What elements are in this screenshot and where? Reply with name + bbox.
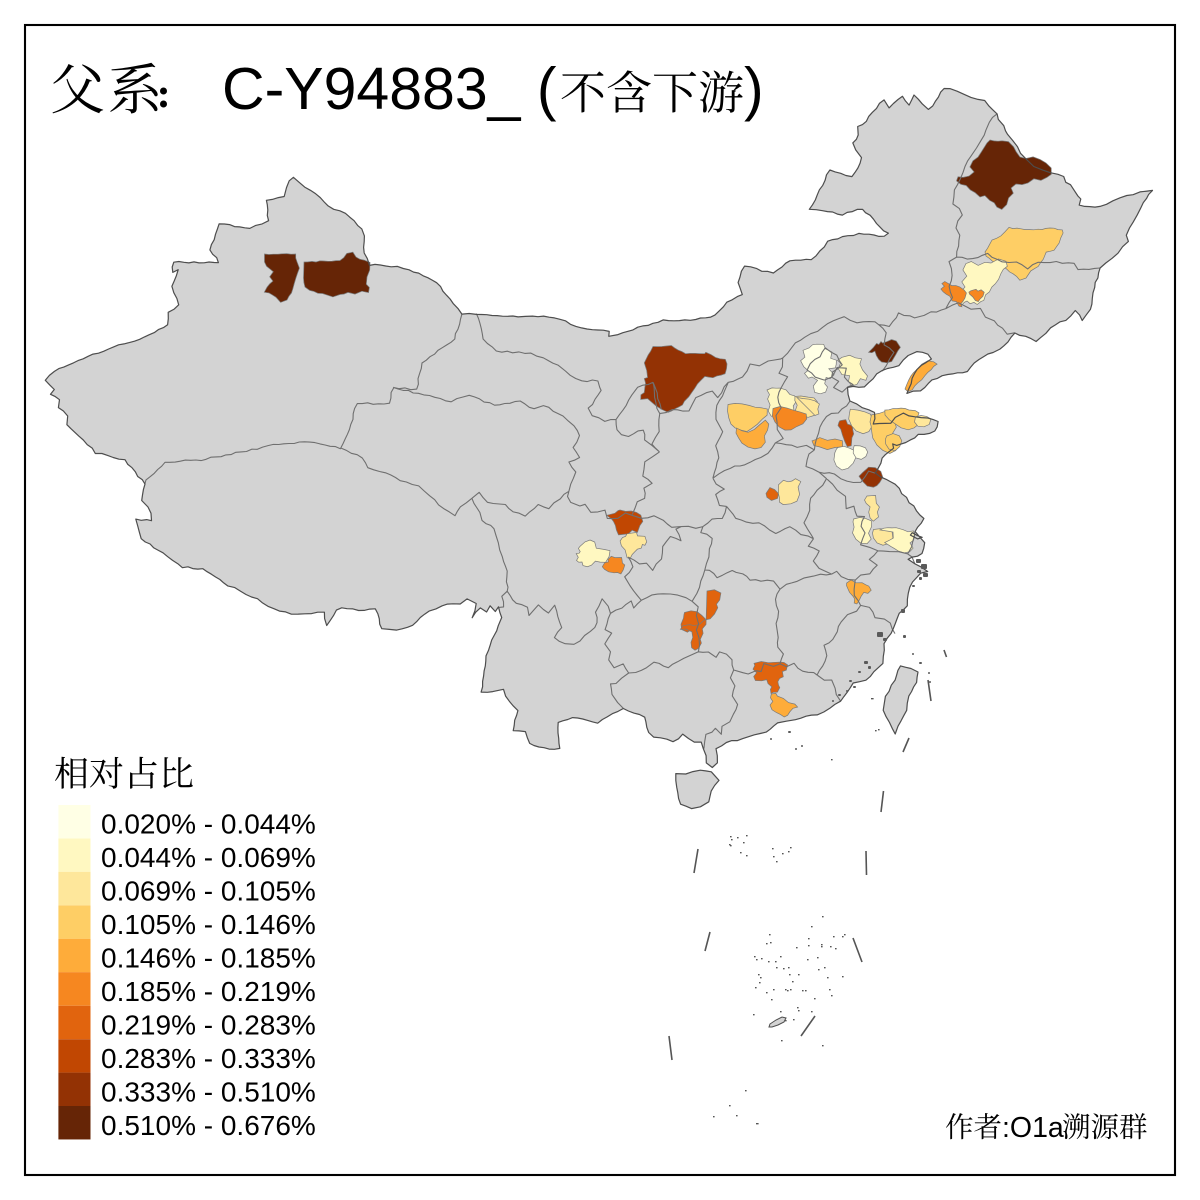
svg-text:0.044% - 0.069%: 0.044% - 0.069% bbox=[101, 842, 316, 873]
svg-text:0.146% - 0.185%: 0.146% - 0.185% bbox=[101, 943, 316, 974]
svg-text:C-Y94883_ (: C-Y94883_ ( bbox=[222, 56, 557, 122]
svg-text::O1a: :O1a bbox=[1002, 1112, 1064, 1144]
svg-text:0.283% - 0.333%: 0.283% - 0.333% bbox=[101, 1043, 316, 1074]
svg-text:0.069% - 0.105%: 0.069% - 0.105% bbox=[101, 876, 316, 907]
svg-text:0.105% - 0.146%: 0.105% - 0.146% bbox=[101, 909, 316, 940]
svg-text:0.333% - 0.510%: 0.333% - 0.510% bbox=[101, 1076, 316, 1107]
svg-text:0.185% - 0.219%: 0.185% - 0.219% bbox=[101, 976, 316, 1007]
svg-text:0.020% - 0.044%: 0.020% - 0.044% bbox=[101, 809, 316, 840]
svg-text:0.510% - 0.676%: 0.510% - 0.676% bbox=[101, 1110, 316, 1141]
svg-text:): ) bbox=[744, 56, 764, 122]
svg-text:0.219% - 0.283%: 0.219% - 0.283% bbox=[101, 1009, 316, 1040]
